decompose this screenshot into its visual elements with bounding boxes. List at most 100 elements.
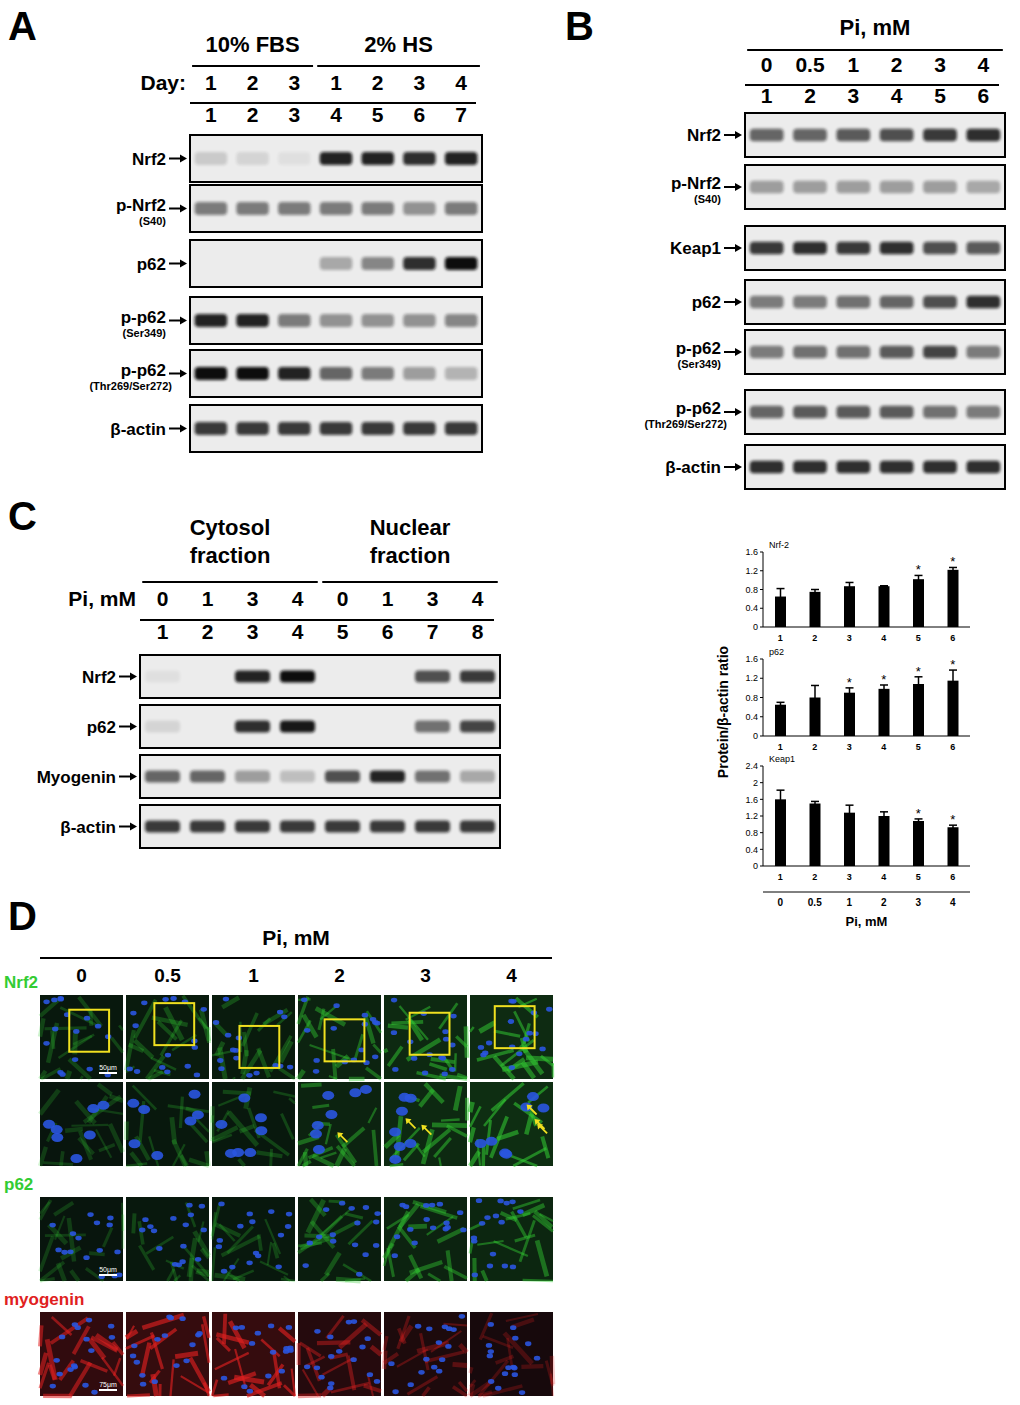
svg-text:2.4: 2.4 (745, 761, 758, 771)
svg-text:p-Nrf2: p-Nrf2 (671, 174, 721, 193)
svg-text:p62: p62 (8, 1175, 33, 1194)
svg-text:p-p62: p-p62 (676, 399, 721, 418)
svg-text:4: 4 (950, 897, 956, 908)
svg-text:*: * (950, 812, 955, 827)
svg-text:B: B (565, 4, 594, 48)
svg-text:(Ser349): (Ser349) (678, 358, 722, 370)
svg-text:(Thr269/Ser272): (Thr269/Ser272) (89, 380, 172, 392)
svg-text:D: D (8, 894, 37, 938)
svg-text:*: * (916, 562, 921, 577)
svg-text:A: A (8, 4, 37, 48)
svg-text:(Thr269/Ser272): (Thr269/Ser272) (644, 418, 727, 430)
svg-text:4: 4 (891, 84, 903, 107)
svg-text:50μm: 50μm (99, 1064, 117, 1072)
svg-text:4: 4 (330, 103, 342, 126)
svg-text:myogenin: myogenin (8, 1290, 84, 1309)
svg-text:5: 5 (916, 742, 921, 752)
svg-text:4: 4 (472, 587, 484, 610)
svg-text:2: 2 (812, 742, 817, 752)
svg-text:2: 2 (247, 103, 259, 126)
svg-text:0.8: 0.8 (745, 693, 758, 703)
svg-text:1: 1 (382, 587, 394, 610)
svg-text:6: 6 (382, 620, 394, 643)
svg-text:3: 3 (288, 71, 300, 94)
svg-text:1: 1 (330, 71, 342, 94)
svg-text:2: 2 (334, 965, 345, 986)
svg-text:Protein/β-actin ratio: Protein/β-actin ratio (715, 646, 731, 778)
svg-text:0: 0 (76, 965, 87, 986)
svg-text:(S40): (S40) (694, 193, 721, 205)
svg-text:Keap1: Keap1 (670, 239, 721, 258)
svg-text:1: 1 (778, 633, 783, 643)
svg-text:1: 1 (202, 587, 214, 610)
svg-text:5: 5 (372, 103, 384, 126)
svg-text:2: 2 (753, 778, 758, 788)
svg-text:1: 1 (778, 872, 783, 882)
svg-text:β-actin: β-actin (665, 458, 721, 477)
svg-text:Pi, mM: Pi, mM (840, 15, 911, 40)
svg-text:5: 5 (337, 620, 349, 643)
svg-text:0.5: 0.5 (808, 897, 822, 908)
svg-text:10% FBS: 10% FBS (205, 32, 299, 57)
svg-text:(Ser349): (Ser349) (123, 327, 167, 339)
svg-text:0.5: 0.5 (795, 53, 825, 76)
svg-text:3: 3 (915, 897, 921, 908)
svg-text:1: 1 (205, 103, 217, 126)
svg-text:5: 5 (934, 84, 946, 107)
svg-text:Nuclear: Nuclear (370, 515, 451, 540)
svg-text:0.8: 0.8 (745, 585, 758, 595)
svg-text:0: 0 (777, 897, 783, 908)
svg-text:3: 3 (847, 633, 852, 643)
svg-text:6: 6 (950, 633, 955, 643)
svg-text:0.8: 0.8 (745, 828, 758, 838)
svg-text:3: 3 (247, 587, 259, 610)
svg-text:0: 0 (753, 622, 758, 632)
svg-text:0.5: 0.5 (154, 965, 181, 986)
svg-text:p-p62: p-p62 (676, 339, 721, 358)
svg-text:2: 2 (202, 620, 214, 643)
svg-text:6: 6 (950, 872, 955, 882)
svg-text:3: 3 (288, 103, 300, 126)
svg-text:0.4: 0.4 (745, 712, 758, 722)
svg-text:1: 1 (846, 897, 852, 908)
svg-text:1: 1 (847, 53, 859, 76)
svg-text:7: 7 (455, 103, 467, 126)
svg-text:p62: p62 (692, 293, 721, 312)
svg-text:0.4: 0.4 (745, 845, 758, 855)
svg-text:6: 6 (414, 103, 426, 126)
svg-text:3: 3 (427, 587, 439, 610)
svg-text:5: 5 (916, 872, 921, 882)
svg-text:(S40): (S40) (139, 215, 166, 227)
svg-text:C: C (8, 494, 37, 538)
svg-text:1.2: 1.2 (745, 811, 758, 821)
svg-text:3: 3 (414, 71, 426, 94)
svg-text:p62: p62 (87, 718, 116, 737)
svg-text:2: 2 (881, 897, 887, 908)
svg-text:*: * (916, 806, 921, 821)
svg-text:2: 2 (372, 71, 384, 94)
svg-text:3: 3 (247, 620, 259, 643)
svg-text:*: * (950, 554, 955, 569)
svg-text:3: 3 (847, 742, 852, 752)
svg-text:1: 1 (205, 71, 217, 94)
svg-text:2: 2 (812, 633, 817, 643)
svg-text:1.6: 1.6 (745, 654, 758, 664)
svg-text:5: 5 (916, 633, 921, 643)
svg-text:7: 7 (427, 620, 439, 643)
svg-text:6: 6 (950, 742, 955, 752)
svg-text:0: 0 (337, 587, 349, 610)
svg-text:p-p62: p-p62 (121, 361, 166, 380)
svg-text:2% HS: 2% HS (364, 32, 432, 57)
svg-text:*: * (916, 664, 921, 679)
svg-text:Nrf2: Nrf2 (8, 973, 38, 992)
svg-text:p-Nrf2: p-Nrf2 (116, 196, 166, 215)
svg-text:0: 0 (761, 53, 773, 76)
svg-text:1: 1 (778, 742, 783, 752)
svg-text:β-actin: β-actin (110, 420, 166, 439)
svg-text:Nrf2: Nrf2 (82, 668, 116, 687)
svg-text:4: 4 (977, 53, 989, 76)
svg-text:β-actin: β-actin (60, 818, 116, 837)
svg-text:3: 3 (420, 965, 431, 986)
svg-text:4: 4 (455, 71, 467, 94)
svg-text:Myogenin: Myogenin (37, 768, 116, 787)
